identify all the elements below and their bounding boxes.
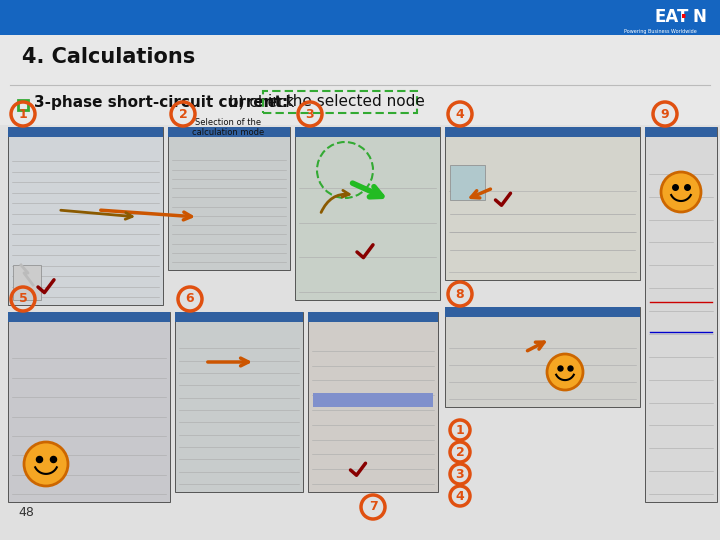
Text: Powering Business Worldwide: Powering Business Worldwide xyxy=(631,28,704,32)
Bar xyxy=(0,35,720,85)
Text: in the selected node: in the selected node xyxy=(268,94,425,110)
Text: 48: 48 xyxy=(18,505,34,518)
Bar xyxy=(295,127,440,300)
Text: 4. Calculations: 4. Calculations xyxy=(22,47,195,67)
Bar xyxy=(8,127,163,305)
Bar xyxy=(445,127,640,137)
Bar xyxy=(8,312,170,502)
Bar xyxy=(8,312,170,322)
Text: E: E xyxy=(652,9,664,27)
Bar xyxy=(595,0,720,35)
Text: 3-phase short-circuit current:: 3-phase short-circuit current: xyxy=(34,94,288,110)
Text: N: N xyxy=(692,8,706,26)
Bar xyxy=(168,127,290,137)
Bar xyxy=(445,127,640,280)
Text: EAT: EAT xyxy=(655,8,689,26)
Text: ·: · xyxy=(665,9,672,28)
Bar xyxy=(450,165,485,200)
Bar xyxy=(13,265,41,300)
Bar xyxy=(445,307,640,317)
Bar xyxy=(8,127,163,137)
Text: 1: 1 xyxy=(456,423,464,436)
Text: 9: 9 xyxy=(661,107,670,120)
Bar xyxy=(445,412,535,502)
Text: O: O xyxy=(665,9,679,27)
Text: 1: 1 xyxy=(19,107,27,120)
Bar xyxy=(645,127,717,502)
Bar xyxy=(295,127,440,137)
Text: Powering Business Worldwide: Powering Business Worldwide xyxy=(624,29,696,33)
Text: 3: 3 xyxy=(306,107,315,120)
Text: 7: 7 xyxy=(369,501,377,514)
Text: 2: 2 xyxy=(456,446,464,458)
Text: 6: 6 xyxy=(186,293,194,306)
Text: 8: 8 xyxy=(456,287,464,300)
Text: 3: 3 xyxy=(456,468,464,481)
Bar xyxy=(308,312,438,492)
Circle shape xyxy=(661,172,701,212)
Bar xyxy=(18,100,28,110)
Text: 4: 4 xyxy=(456,107,464,120)
Bar xyxy=(168,127,290,270)
Circle shape xyxy=(547,354,583,390)
Text: ·: · xyxy=(680,8,688,26)
Bar xyxy=(175,312,303,322)
Circle shape xyxy=(24,442,68,486)
Text: Selection of the
calculation mode: Selection of the calculation mode xyxy=(192,118,264,137)
Text: 4: 4 xyxy=(456,489,464,503)
Text: b) check: b) check xyxy=(225,94,300,110)
Text: EAT·ON: EAT·ON xyxy=(636,9,699,24)
Bar xyxy=(175,312,303,492)
Bar xyxy=(445,307,640,407)
Text: 2: 2 xyxy=(179,107,187,120)
Text: T: T xyxy=(657,9,667,27)
Bar xyxy=(308,312,438,322)
Bar xyxy=(645,127,717,137)
Text: 5: 5 xyxy=(19,293,27,306)
Text: N: N xyxy=(671,9,685,27)
Bar xyxy=(0,85,720,125)
Bar xyxy=(313,393,433,407)
Bar xyxy=(0,0,720,35)
